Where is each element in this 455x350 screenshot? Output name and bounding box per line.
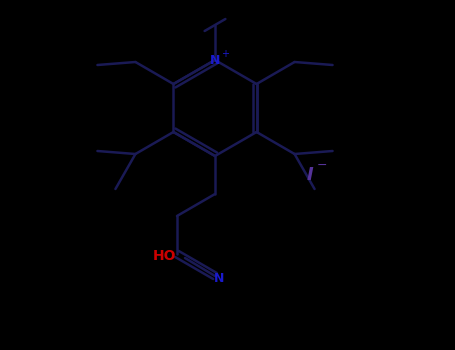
Text: I: I — [307, 166, 313, 184]
Text: N: N — [210, 54, 220, 66]
Text: −: − — [317, 159, 327, 172]
Text: N: N — [214, 272, 224, 285]
Text: +: + — [221, 49, 229, 59]
Text: HO: HO — [153, 249, 177, 263]
